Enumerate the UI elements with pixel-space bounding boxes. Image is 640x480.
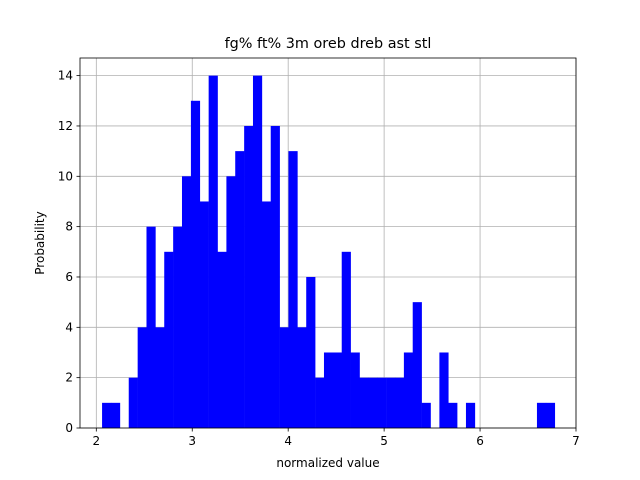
histogram-bar (368, 377, 378, 428)
x-tick-label: 3 (188, 434, 196, 448)
histogram-bar (270, 125, 280, 429)
histogram-bar (394, 377, 405, 428)
y-axis-ticks: 0 2 4 6 8 10 12 14 (58, 69, 80, 435)
histogram-bar (306, 276, 316, 428)
histogram-bar (199, 201, 209, 428)
histogram-bar (226, 176, 236, 428)
y-tick-label: 4 (65, 320, 73, 334)
x-tick-label: 6 (476, 434, 484, 448)
y-tick-label: 12 (58, 119, 73, 133)
histogram-bar (244, 125, 254, 429)
y-tick-label: 6 (65, 270, 73, 284)
x-tick-label: 5 (380, 434, 388, 448)
y-tick-label: 8 (65, 220, 73, 234)
y-tick-label: 2 (65, 371, 73, 385)
histogram-bar (252, 75, 263, 428)
histogram-bar (279, 327, 289, 428)
histogram-bar (332, 352, 343, 428)
histogram-bar (439, 352, 449, 428)
histogram-bar (261, 201, 272, 428)
histogram-bar (190, 100, 201, 428)
histogram-bar (412, 302, 422, 428)
histogram-bar (403, 352, 414, 428)
histogram-bar (137, 327, 147, 428)
histogram-bar (315, 377, 325, 428)
y-tick-label: 14 (58, 69, 73, 83)
x-tick-label: 7 (572, 434, 580, 448)
plot-frame (79, 57, 577, 429)
histogram-bar (173, 226, 183, 428)
histogram-bar (235, 151, 245, 428)
histogram-bar (110, 402, 121, 428)
histogram-bar (377, 377, 387, 428)
histogram-bar (297, 327, 307, 428)
chart-title: fg% ft% 3m oreb dreb ast stl (225, 36, 432, 52)
y-axis-label: Probability (33, 211, 47, 274)
histogram-bar (102, 402, 112, 428)
histogram-bar (465, 402, 476, 428)
histogram-bar (421, 402, 431, 428)
y-tick-label: 10 (58, 169, 73, 183)
histogram-bar (323, 352, 334, 428)
histogram-bar (545, 402, 556, 428)
histogram-bar (128, 377, 138, 428)
histogram-bar-overlay (341, 251, 351, 428)
x-tick-label: 2 (92, 434, 100, 448)
histogram-bar (181, 176, 192, 428)
x-axis-label: normalized value (276, 456, 379, 470)
histogram-bar-overlay (146, 226, 156, 428)
histogram-bar (164, 251, 174, 428)
histogram-bar (448, 402, 458, 428)
histogram-bar (359, 377, 369, 428)
x-axis-ticks: 2 3 4 5 6 7 (92, 428, 580, 448)
histogram-bar (217, 251, 227, 428)
histogram-bar (536, 402, 547, 428)
histogram-bars (102, 75, 556, 429)
histogram-bar (288, 151, 298, 428)
y-tick-label: 0 (65, 421, 73, 435)
x-tick-label: 4 (284, 434, 292, 448)
histogram-bar (155, 327, 165, 428)
histogram-bar (350, 352, 360, 428)
histogram-bar (386, 377, 396, 428)
histogram-bar (208, 75, 218, 428)
